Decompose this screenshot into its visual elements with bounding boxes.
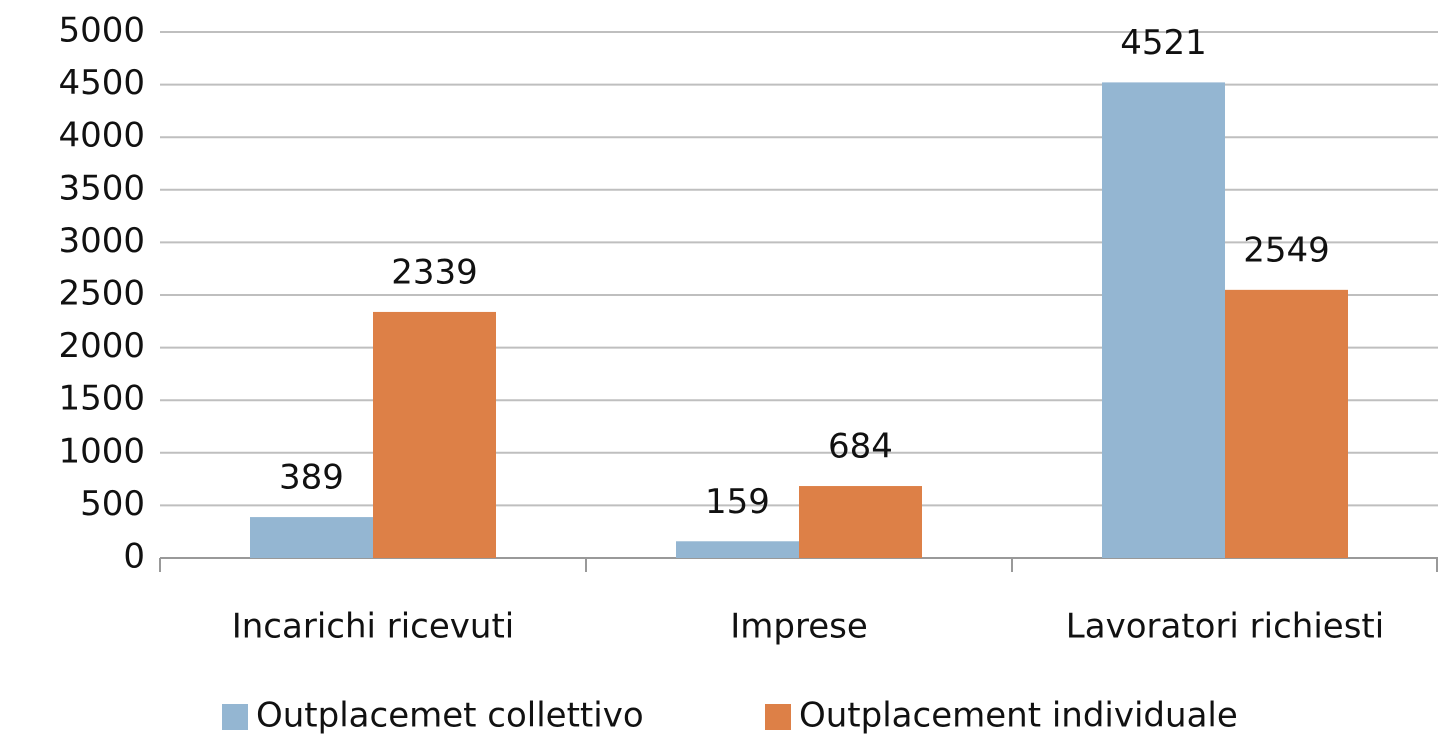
data-label: 4521 [1120,23,1207,63]
y-tick-label: 2000 [58,326,145,366]
x-tick-label: Imprese [730,607,868,647]
data-label: 159 [705,482,770,522]
y-tick-label: 3500 [58,168,145,208]
bar [799,486,922,558]
bar [676,541,799,558]
y-tick-label: 3000 [58,221,145,261]
legend-swatch [765,704,791,730]
bar [250,517,373,558]
y-tick-label: 2500 [58,274,145,314]
legend-label: Outplacement individuale [799,696,1238,734]
y-tick-label: 0 [123,537,145,577]
data-label: 684 [828,427,893,467]
y-tick-label: 4500 [58,63,145,103]
y-tick-label: 5000 [58,11,145,51]
y-tick-label: 1500 [58,379,145,419]
y-tick-label: 4000 [58,116,145,156]
bar [1102,82,1225,558]
data-label: 2339 [391,252,478,292]
data-label: 2549 [1243,230,1330,270]
y-tick-label: 1000 [58,431,145,471]
x-tick-label: Incarichi ricevuti [232,607,515,647]
bar [1225,289,1348,558]
y-tick-label: 500 [80,484,145,524]
legend-swatch [222,704,248,730]
x-tick-label: Lavoratori richiesti [1066,607,1384,647]
bar [373,311,496,558]
data-label: 389 [279,458,344,498]
legend-label: Outplacemet collettivo [256,696,644,734]
